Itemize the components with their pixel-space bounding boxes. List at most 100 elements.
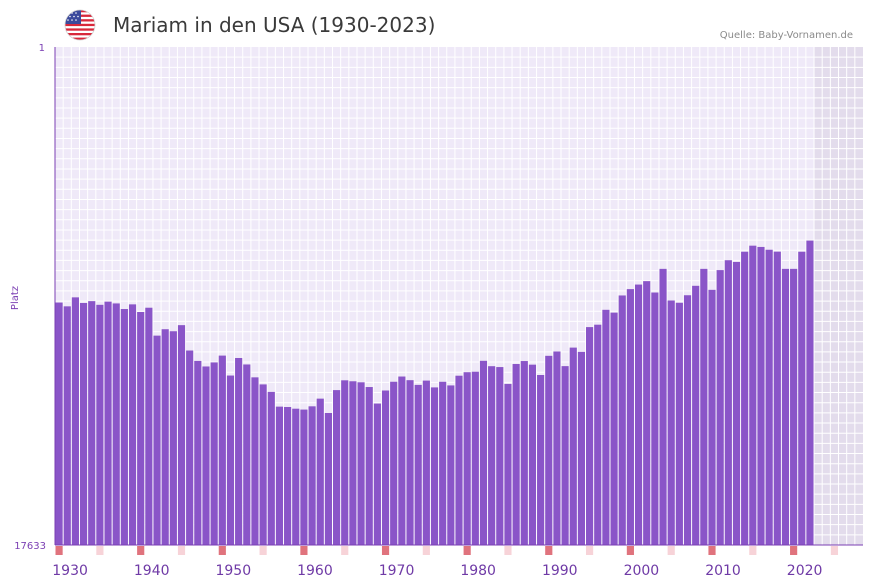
bar-1978[interactable] — [447, 385, 455, 545]
bar-1971[interactable] — [390, 381, 398, 545]
bar-1997[interactable] — [602, 309, 610, 545]
bar-1996[interactable] — [594, 324, 602, 545]
bar-2006[interactable] — [675, 302, 683, 545]
bar-1963[interactable] — [324, 412, 332, 545]
bar-1964[interactable] — [332, 390, 341, 545]
bar-1970[interactable] — [381, 390, 390, 545]
x-tick-1990: 1990 — [542, 563, 578, 579]
bar-1979[interactable] — [455, 375, 463, 545]
bar-1961[interactable] — [308, 406, 316, 545]
bar-2013[interactable] — [732, 261, 741, 545]
bar-1990[interactable] — [545, 355, 553, 545]
bar-1994[interactable] — [577, 351, 586, 545]
bar-2014[interactable] — [741, 251, 749, 545]
bar-1944[interactable] — [169, 331, 177, 545]
bar-1973[interactable] — [406, 380, 414, 545]
bar-1982[interactable] — [479, 360, 488, 545]
bar-1932[interactable] — [71, 297, 79, 545]
bar-2009[interactable] — [700, 268, 708, 545]
bar-1976[interactable] — [430, 387, 439, 545]
bar-1999[interactable] — [618, 295, 626, 545]
bar-2019[interactable] — [781, 268, 790, 545]
bar-1940[interactable] — [137, 311, 145, 545]
bar-1938[interactable] — [120, 309, 128, 545]
bar-2008[interactable] — [692, 285, 700, 545]
half-decade-marker-2005 — [667, 546, 675, 555]
bar-1958[interactable] — [284, 406, 292, 545]
bar-1956[interactable] — [267, 391, 275, 545]
bar-1998[interactable] — [610, 312, 618, 545]
bar-2021[interactable] — [798, 251, 806, 545]
bar-1967[interactable] — [357, 382, 365, 545]
bar-1992[interactable] — [561, 366, 569, 545]
bar-1962[interactable] — [316, 398, 324, 545]
bar-1934[interactable] — [88, 301, 96, 545]
bar-2010[interactable] — [708, 289, 716, 545]
bar-1937[interactable] — [112, 303, 120, 545]
bar-1988[interactable] — [528, 364, 537, 545]
usa-flag-icon — [64, 9, 96, 41]
bar-1949[interactable] — [210, 362, 218, 545]
bar-1951[interactable] — [226, 375, 235, 545]
bar-1974[interactable] — [414, 384, 422, 545]
bar-1980[interactable] — [463, 372, 471, 545]
bar-1987[interactable] — [520, 361, 528, 545]
bar-1957[interactable] — [275, 406, 284, 545]
bar-1968[interactable] — [365, 387, 373, 545]
bar-2004[interactable] — [659, 268, 667, 545]
bar-1991[interactable] — [553, 351, 561, 545]
bar-2001[interactable] — [634, 284, 643, 545]
bar-1960[interactable] — [300, 409, 308, 545]
bar-1946[interactable] — [186, 350, 194, 545]
bar-2020[interactable] — [790, 268, 798, 545]
bar-2012[interactable] — [724, 260, 732, 545]
bar-1955[interactable] — [259, 384, 267, 545]
bar-2011[interactable] — [716, 270, 724, 545]
source-link[interactable]: Quelle: Baby-Vornamen.de — [719, 30, 853, 41]
bar-2003[interactable] — [651, 292, 659, 545]
bar-1995[interactable] — [586, 327, 594, 545]
bar-1953[interactable] — [243, 364, 251, 545]
bar-1948[interactable] — [202, 366, 210, 545]
bar-1989[interactable] — [537, 374, 545, 545]
bar-1954[interactable] — [251, 377, 259, 545]
bar-2018[interactable] — [773, 251, 781, 546]
bar-1942[interactable] — [153, 335, 161, 545]
decade-markers — [55, 546, 839, 555]
bar-1941[interactable] — [145, 307, 153, 545]
bar-1972[interactable] — [398, 376, 406, 545]
bar-1993[interactable] — [569, 347, 577, 545]
bar-1939[interactable] — [128, 304, 137, 545]
decade-marker-1930 — [55, 546, 63, 555]
bar-2015[interactable] — [749, 245, 757, 545]
bar-1984[interactable] — [496, 367, 504, 545]
bar-1966[interactable] — [349, 381, 357, 545]
bar-1936[interactable] — [104, 301, 112, 545]
bar-1985[interactable] — [504, 383, 512, 545]
bar-1935[interactable] — [96, 304, 104, 545]
decade-marker-1980 — [463, 546, 471, 555]
bar-1943[interactable] — [161, 329, 169, 545]
bar-1952[interactable] — [235, 357, 243, 545]
bar-2016[interactable] — [757, 246, 765, 545]
bar-1933[interactable] — [79, 303, 88, 545]
bar-1950[interactable] — [218, 355, 226, 545]
bar-1947[interactable] — [194, 360, 202, 545]
bar-1986[interactable] — [512, 364, 520, 545]
bar-2017[interactable] — [765, 249, 773, 546]
bar-1965[interactable] — [341, 380, 349, 545]
bar-2007[interactable] — [683, 295, 692, 545]
bar-1969[interactable] — [373, 403, 381, 545]
bar-2022[interactable] — [806, 240, 814, 545]
bar-2005[interactable] — [667, 300, 675, 545]
bar-1977[interactable] — [439, 381, 447, 545]
bar-2002[interactable] — [643, 281, 651, 545]
bar-1959[interactable] — [292, 408, 300, 545]
bar-1981[interactable] — [471, 371, 479, 545]
bar-1931[interactable] — [63, 306, 71, 545]
bar-2000[interactable] — [626, 289, 634, 545]
bar-1983[interactable] — [488, 366, 496, 545]
bar-1975[interactable] — [422, 380, 430, 545]
bar-1930[interactable] — [55, 302, 63, 545]
bar-1945[interactable] — [177, 325, 186, 545]
